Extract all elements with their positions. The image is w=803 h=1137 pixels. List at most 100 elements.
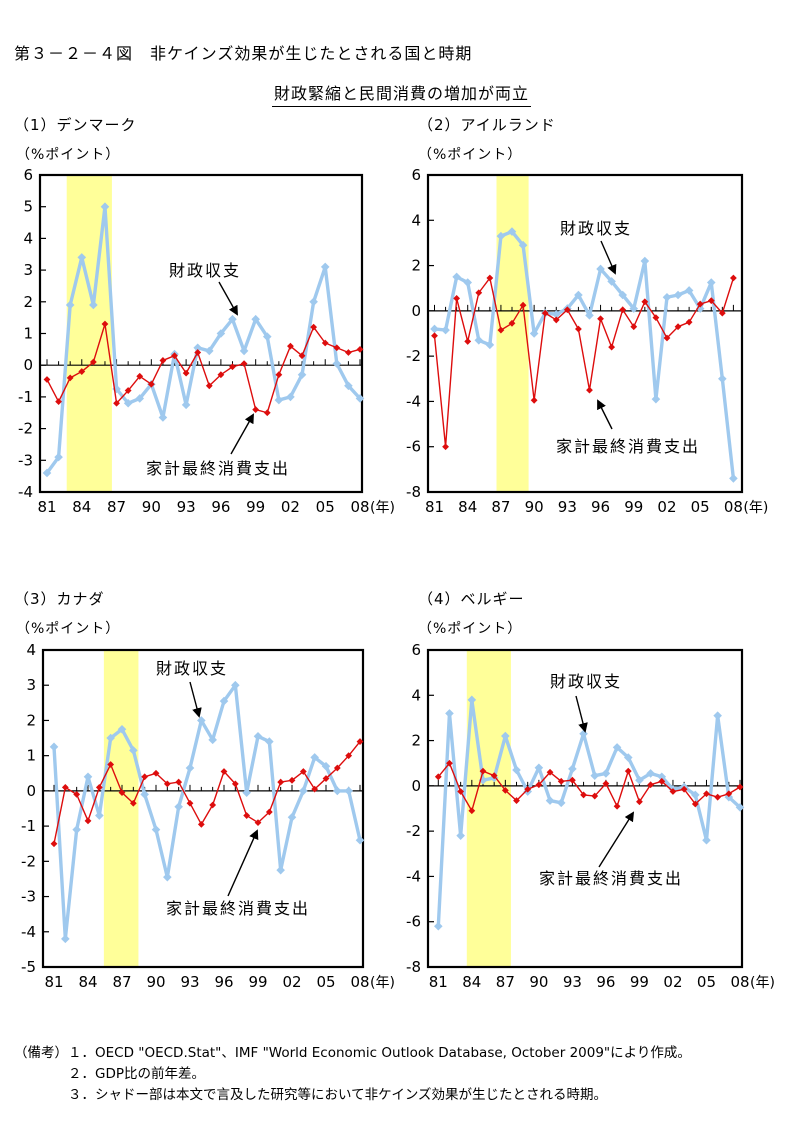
fiscal-balance-point [274, 395, 284, 405]
fiscal-balance-point [287, 813, 297, 822]
svg-text:05: 05 [316, 498, 335, 516]
household-consumption-point [714, 793, 722, 801]
household-consumption-point [205, 382, 213, 390]
household-consumption-point [275, 371, 283, 379]
fiscal-balance-point [713, 711, 722, 720]
fiscal-balance-point [651, 394, 661, 404]
fiscal-balance-annotation: 財政収支 [550, 672, 620, 733]
fiscal-balance-point [208, 735, 217, 745]
fiscal-balance-point [344, 786, 353, 796]
household-consumption-point [240, 360, 248, 368]
svg-text:93: 93 [180, 973, 199, 991]
fiscal-balance-point [65, 300, 75, 310]
svg-text:財政収支: 財政収支 [156, 659, 228, 678]
svg-text:96: 96 [211, 498, 230, 516]
svg-text:90: 90 [529, 973, 548, 991]
household-consumption-point [186, 799, 194, 807]
fiscal-balance-point [585, 311, 594, 320]
household-consumption-point [501, 786, 509, 794]
household-consumption-point [101, 320, 109, 328]
svg-text:02: 02 [281, 498, 300, 516]
svg-text:0: 0 [26, 782, 36, 800]
fiscal-balance-point [42, 468, 52, 478]
svg-text:6: 6 [411, 643, 421, 659]
chart-canada: -5 -4 -3 -2 -1 0 1 2 3 4 81 84 87 90 93 96 99 02 05 08 (年) 財政… [21, 643, 395, 991]
svg-text:-6: -6 [406, 913, 421, 931]
household-consumption-point [229, 363, 236, 371]
fiscal-balance-point [702, 835, 711, 845]
fiscal-balance-point [231, 680, 240, 690]
household-consumption-point [333, 764, 341, 772]
household-consumption-point [669, 788, 677, 795]
household-consumption-point [55, 398, 62, 406]
fiscal-balance-point [158, 413, 168, 422]
household-consumption-point [73, 791, 81, 798]
svg-text:4: 4 [23, 229, 33, 247]
household-consumption-point [613, 802, 621, 810]
fiscal-balance-annotation: 財政収支 [169, 261, 239, 316]
svg-text:93: 93 [563, 973, 582, 991]
x-axis-labels: 81 84 87 90 93 96 99 02 05 08 (年) [37, 498, 394, 516]
svg-text:-3: -3 [18, 451, 33, 469]
fiscal-balance-point [529, 329, 539, 338]
fiscal-balance-line [42, 202, 365, 478]
annotation-arrow [597, 399, 613, 430]
svg-text:08: 08 [350, 973, 369, 991]
household-consumption-point [107, 761, 115, 768]
svg-text:4: 4 [411, 211, 421, 229]
fiscal-balance-point [596, 264, 605, 274]
fiscal-balance-point [310, 753, 319, 762]
svg-text:-2: -2 [21, 852, 36, 870]
fiscal-balance-point [276, 865, 285, 875]
household-consumption-point [263, 409, 271, 417]
notes-prefix: （備考） [14, 1045, 68, 1061]
svg-text:1: 1 [23, 325, 33, 343]
household-consumption-point [243, 812, 251, 819]
svg-text:-2: -2 [18, 420, 33, 438]
fiscal-balance-point [684, 286, 694, 295]
household-consumption-point [541, 309, 549, 317]
household-consumption-point [696, 300, 704, 308]
svg-text:02: 02 [663, 973, 682, 991]
unit-label-denmark: （%ポイント） [16, 147, 121, 163]
household-consumption-point [464, 338, 472, 345]
svg-text:87: 87 [496, 973, 515, 991]
svg-text:93: 93 [558, 498, 577, 516]
household-consumption-point [311, 785, 319, 793]
household-consumption-point [647, 781, 655, 789]
fiscal-balance-point [216, 329, 226, 338]
x-axis-labels: 81 84 87 90 93 96 99 02 05 08 (年) [429, 973, 775, 991]
household-consumption-point [557, 777, 565, 785]
household-consumption-point [287, 342, 294, 350]
household-consumption-point [288, 776, 296, 784]
fiscal-balance-point [579, 729, 588, 739]
svg-text:2: 2 [26, 711, 36, 729]
fiscal-balance-point [607, 277, 616, 286]
y-axis: -8 -6 -4 -2 0 2 4 6 [406, 168, 434, 501]
fiscal-balance-point [140, 790, 149, 799]
plot-border [426, 173, 744, 494]
fiscal-balance-point [718, 374, 727, 384]
fiscal-balance-point [299, 786, 308, 796]
fiscal-balance-point [83, 772, 93, 782]
svg-text:-4: -4 [406, 867, 421, 885]
household-consumption-point [217, 371, 225, 379]
svg-text:05: 05 [691, 498, 710, 516]
household-consumption-point [356, 345, 364, 353]
household-consumption-point [159, 357, 167, 364]
fiscal-balance-point [49, 742, 59, 752]
household-consumption-point [442, 443, 449, 451]
fiscal-balance-point [534, 763, 544, 773]
x-axis-unit: (年) [370, 975, 395, 991]
note-line: ２．GDP比の前年差。 [68, 1066, 205, 1082]
svg-text:81: 81 [429, 973, 448, 991]
annotation-arrow [189, 681, 202, 718]
svg-text:4: 4 [411, 686, 421, 704]
svg-text:08: 08 [730, 973, 749, 991]
svg-text:-2: -2 [406, 822, 421, 840]
unit-label-belgium: （%ポイント） [418, 621, 523, 637]
svg-text:08: 08 [350, 498, 369, 516]
household-consumption-point [277, 778, 285, 786]
household-consumption-point [321, 339, 329, 347]
svg-text:-8: -8 [406, 483, 421, 501]
